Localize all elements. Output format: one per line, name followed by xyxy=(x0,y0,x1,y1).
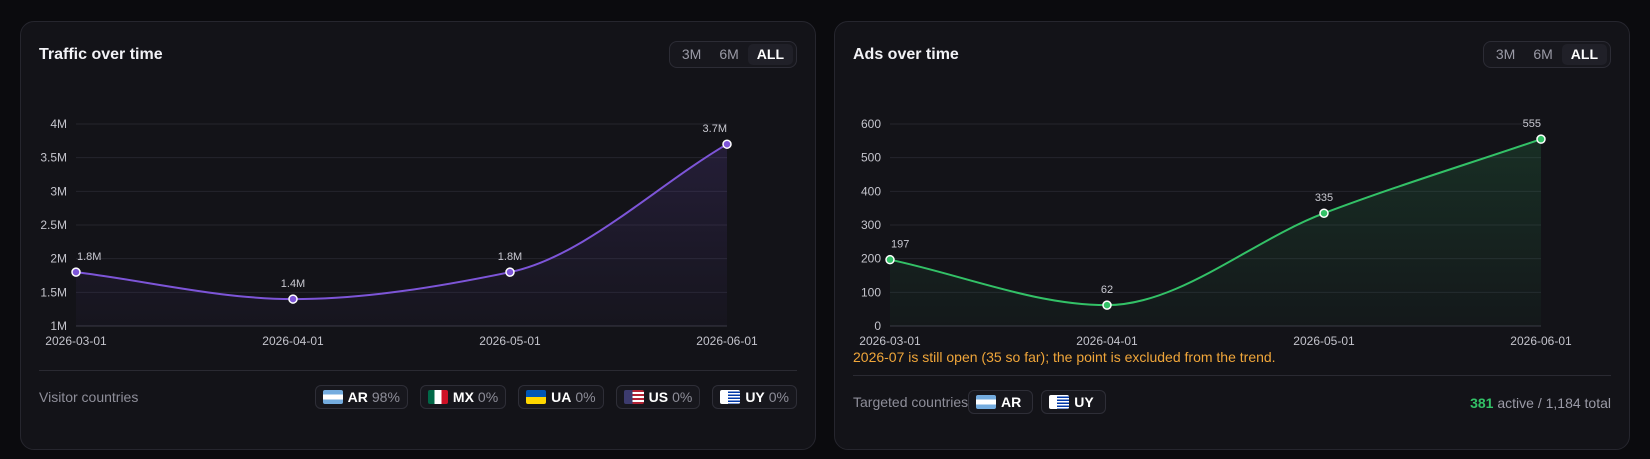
y-tick-label: 1.5M xyxy=(40,285,67,299)
data-label: 62 xyxy=(1101,284,1113,296)
traffic-chart: 1M 1.5M 2M 2.5M 3M 3.5M 4M 2026-03-01 2026-04-01… xyxy=(40,117,758,348)
ads-range-3m[interactable]: 3M xyxy=(1495,46,1516,62)
data-label: 1.8M xyxy=(77,251,101,263)
ads-active-summary: 381 active / 1,184 total xyxy=(1470,395,1611,411)
ar-flag-icon xyxy=(322,390,343,404)
y-tick-label: 600 xyxy=(861,117,881,131)
country-pct: 0% xyxy=(768,389,789,405)
y-tick-label: 2.5M xyxy=(40,218,67,232)
data-point[interactable] xyxy=(1102,300,1112,310)
country-pct: 0% xyxy=(672,389,693,405)
traffic-card: Traffic over time 3M 6M ALL 1M 1.5M 2M 2.5M… xyxy=(20,21,816,450)
data-point[interactable] xyxy=(722,139,732,149)
country-chip-ua: UA 0% xyxy=(518,385,604,409)
data-point[interactable] xyxy=(1536,134,1546,144)
ads-total-text: active / 1,184 total xyxy=(1497,395,1611,411)
ads-range-6m[interactable]: 6M xyxy=(1533,46,1553,62)
y-tick-label: 1M xyxy=(50,319,67,333)
country-code: UA xyxy=(551,389,572,405)
traffic-footer-divider xyxy=(39,370,797,371)
visitor-countries-label: Visitor countries xyxy=(39,389,139,405)
country-code: MX xyxy=(452,389,474,405)
country-pct: 0% xyxy=(575,389,596,405)
series-line xyxy=(889,138,1542,307)
data-point[interactable] xyxy=(288,294,298,304)
series-area xyxy=(76,144,727,326)
country-code: UY xyxy=(1074,394,1094,410)
x-tick-label: 2026-04-01 xyxy=(1076,334,1138,348)
data-point[interactable] xyxy=(505,267,515,277)
y-tick-label: 3.5M xyxy=(40,151,67,165)
targeted-countries-label: Targeted countries xyxy=(853,394,969,410)
country-chip-uy: UY 0% xyxy=(712,385,797,409)
y-tick-label: 300 xyxy=(861,218,881,232)
data-point[interactable] xyxy=(885,254,895,265)
mx-flag-icon xyxy=(427,390,448,404)
country-chip-ar: AR 98% xyxy=(314,385,408,409)
data-label: 335 xyxy=(1315,192,1333,204)
x-tick-label: 2026-03-01 xyxy=(859,334,921,348)
country-code: UY xyxy=(745,389,765,405)
x-tick-label: 2026-06-01 xyxy=(1510,334,1572,348)
ads-range-all[interactable]: ALL xyxy=(1561,44,1607,65)
data-point[interactable] xyxy=(71,267,81,277)
y-tick-label: 2M xyxy=(50,252,67,266)
us-flag-icon xyxy=(623,390,644,404)
x-tick-label: 2026-03-01 xyxy=(45,334,107,348)
targeted-country-chips: AR UY xyxy=(968,390,1106,414)
ads-range-toggle: 3M 6M ALL xyxy=(1482,41,1611,68)
traffic-range-all[interactable]: ALL xyxy=(747,44,793,65)
series-line xyxy=(75,143,728,301)
ar-flag-icon xyxy=(976,395,996,409)
open-period-note: 2026-07 is still open (35 so far); the p… xyxy=(853,349,1276,365)
traffic-range-3m[interactable]: 3M xyxy=(681,46,702,62)
data-label: 1.8M xyxy=(498,251,522,263)
y-tick-label: 500 xyxy=(861,151,881,165)
active-ads-count: 381 xyxy=(1470,395,1494,411)
x-tick-label: 2026-06-01 xyxy=(696,334,758,348)
data-label: 1.4M xyxy=(281,278,305,290)
y-tick-label: 3M xyxy=(50,184,67,198)
y-tick-label: 4M xyxy=(50,117,67,131)
data-point[interactable] xyxy=(1319,208,1329,218)
series-area xyxy=(890,139,1541,326)
x-tick-label: 2026-04-01 xyxy=(262,334,324,348)
uy-flag-icon xyxy=(1049,395,1070,409)
traffic-title: Traffic over time xyxy=(39,46,163,63)
country-code: AR xyxy=(1001,394,1022,410)
ua-flag-icon xyxy=(526,390,547,404)
ads-title: Ads over time xyxy=(853,46,959,63)
country-code: US xyxy=(648,389,669,405)
country-pct: 0% xyxy=(477,389,499,405)
ads-chart: 0 100 200 300 400 500 600 2026-03-01 2026-04-01 2… xyxy=(859,117,1572,348)
country-code: AR xyxy=(347,389,368,405)
uy-flag-icon xyxy=(720,390,741,404)
x-tick-label: 2026-05-01 xyxy=(1293,334,1355,348)
country-pct: 98% xyxy=(371,389,400,405)
data-label: 3.7M xyxy=(703,123,727,135)
data-label: 197 xyxy=(891,239,909,251)
country-chip-us: US 0% xyxy=(615,385,701,409)
y-tick-label: 200 xyxy=(861,252,881,266)
x-tick-label: 2026-05-01 xyxy=(479,334,541,348)
visitor-country-chips: AR 98% MX 0% UA 0% US 0% UY 0% xyxy=(314,385,797,409)
country-chip-uy: UY xyxy=(1041,390,1106,414)
traffic-range-6m[interactable]: 6M xyxy=(719,46,739,62)
ads-card: Ads over time 3M 6M ALL 0 100 200 300 400 500… xyxy=(834,21,1630,450)
y-tick-label: 100 xyxy=(861,285,881,299)
ads-footer-divider xyxy=(853,375,1611,376)
country-chip-mx: MX 0% xyxy=(419,385,507,409)
traffic-range-toggle: 3M 6M ALL xyxy=(668,41,797,68)
y-tick-label: 400 xyxy=(861,184,881,198)
country-chip-ar: AR xyxy=(968,390,1034,414)
y-tick-label: 0 xyxy=(874,319,881,333)
data-label: 555 xyxy=(1523,118,1541,130)
